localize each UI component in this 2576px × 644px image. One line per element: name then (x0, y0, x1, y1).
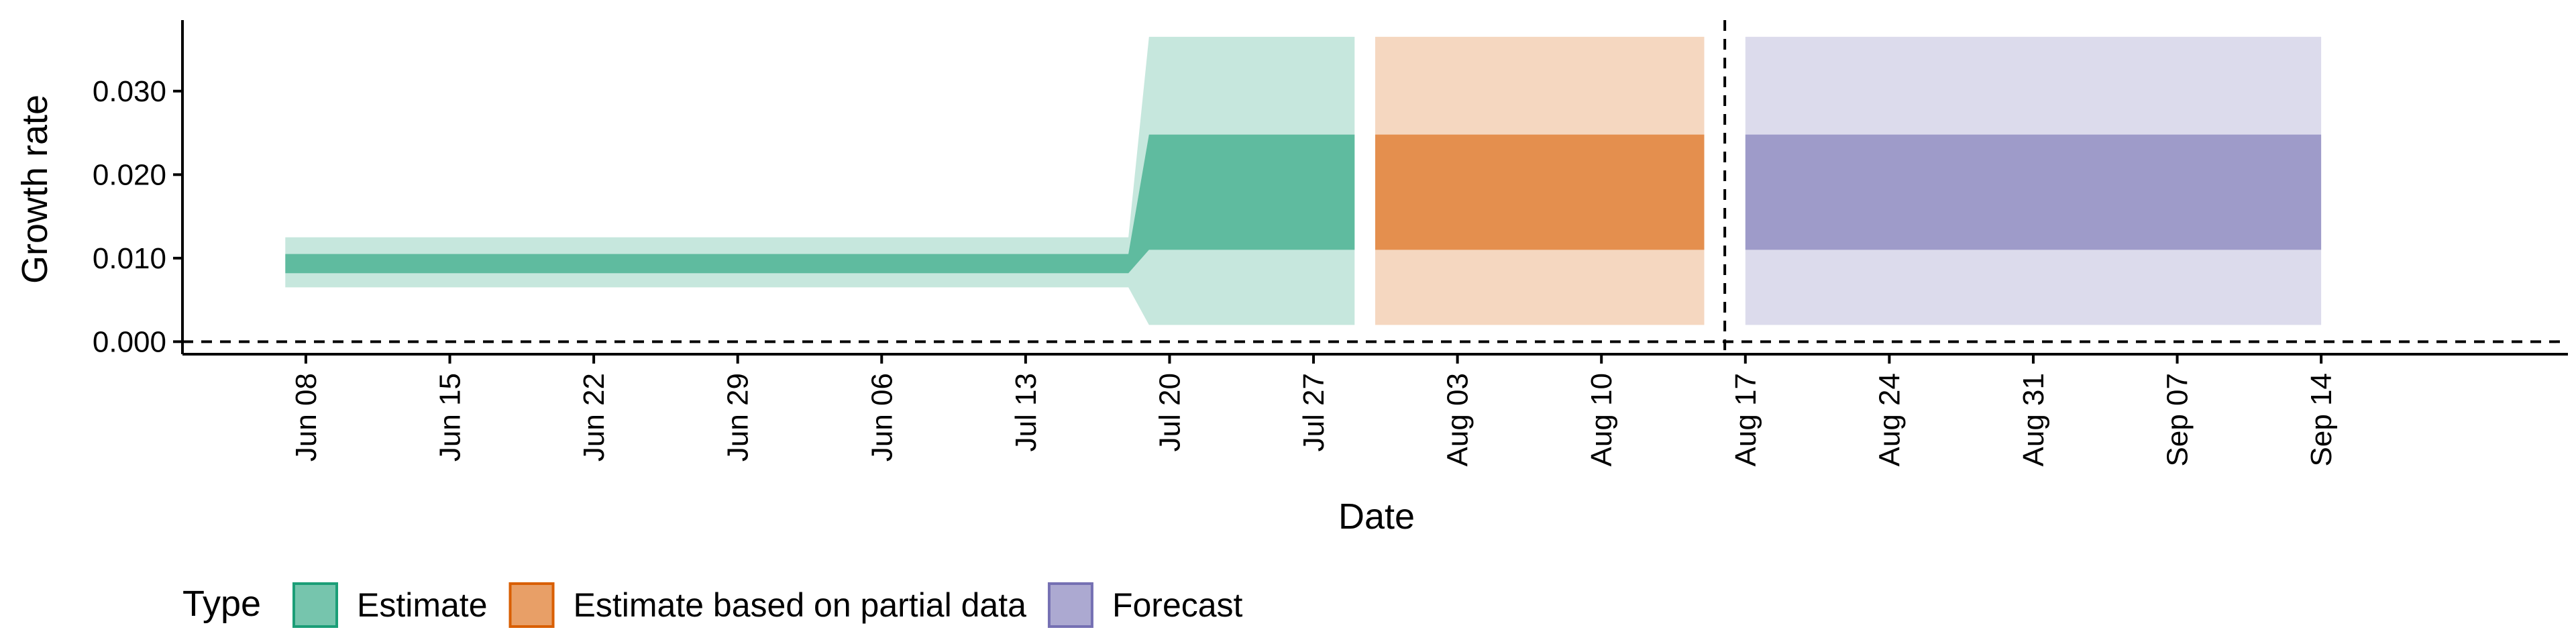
x-tick-label: Jun 08 (290, 373, 323, 462)
legend-item-estimate-based-on-partial-data: Estimate based on partial data (508, 582, 1027, 628)
estimate-based-on-partial-data-band-50 (1375, 134, 1705, 250)
x-tick-label: Aug 10 (1585, 373, 1618, 466)
legend: Type Estimate Estimate based on partial d… (182, 582, 1243, 628)
x-tick-label: Aug 31 (2017, 373, 2050, 466)
x-tick-label: Aug 24 (1873, 373, 1906, 466)
x-axis-title: Date (1338, 496, 1415, 537)
x-tick-label: Jul 13 (1010, 373, 1042, 451)
y-tick-label: 0.010 (93, 242, 166, 275)
legend-swatch-estimate-based-on-partial-data (508, 582, 555, 628)
estimate-band-50 (285, 134, 1355, 274)
legend-items: Estimate Estimate based on partial data Fo… (292, 582, 1243, 628)
ribbon-bands (285, 36, 2322, 325)
legend-label-estimate: Estimate (357, 586, 488, 624)
legend-swatch-estimate (292, 582, 338, 628)
x-tick-label: Jun 22 (578, 373, 610, 462)
legend-item-estimate: Estimate (292, 582, 488, 628)
legend-item-forecast: Forecast (1047, 582, 1243, 628)
reference-lines (182, 20, 2568, 354)
legend-swatch-forecast (1047, 582, 1093, 628)
x-tick-label: Jun 15 (434, 373, 467, 462)
legend-title: Type (182, 584, 261, 624)
x-tick-label: Sep 07 (2161, 373, 2194, 466)
estimate-band-90 (285, 36, 1355, 325)
x-tick-label: Jul 27 (1297, 373, 1330, 451)
legend-label-forecast: Forecast (1112, 586, 1243, 624)
x-tick-label: Sep 14 (2305, 373, 2338, 466)
y-tick-label: 0.030 (93, 75, 166, 108)
forecast-band-50 (1745, 134, 2322, 250)
x-tick-label: Jul 20 (1153, 373, 1186, 451)
legend-label-estimate-based-on-partial-data: Estimate based on partial data (574, 586, 1027, 624)
x-tick-label: Jun 06 (865, 373, 898, 462)
y-tick-label: 0.020 (93, 158, 166, 191)
y-axis-title: Growth rate (15, 95, 55, 284)
x-tick-label: Aug 17 (1729, 373, 1762, 466)
x-tick-label: Aug 03 (1442, 373, 1474, 466)
x-tick-label: Jun 29 (722, 373, 755, 462)
y-tick-label: 0.000 (93, 325, 166, 358)
axes: 0.000 0.010 0.020 0.030 Jun 08 Jun 15 Jun 22 Ju… (93, 20, 2568, 466)
